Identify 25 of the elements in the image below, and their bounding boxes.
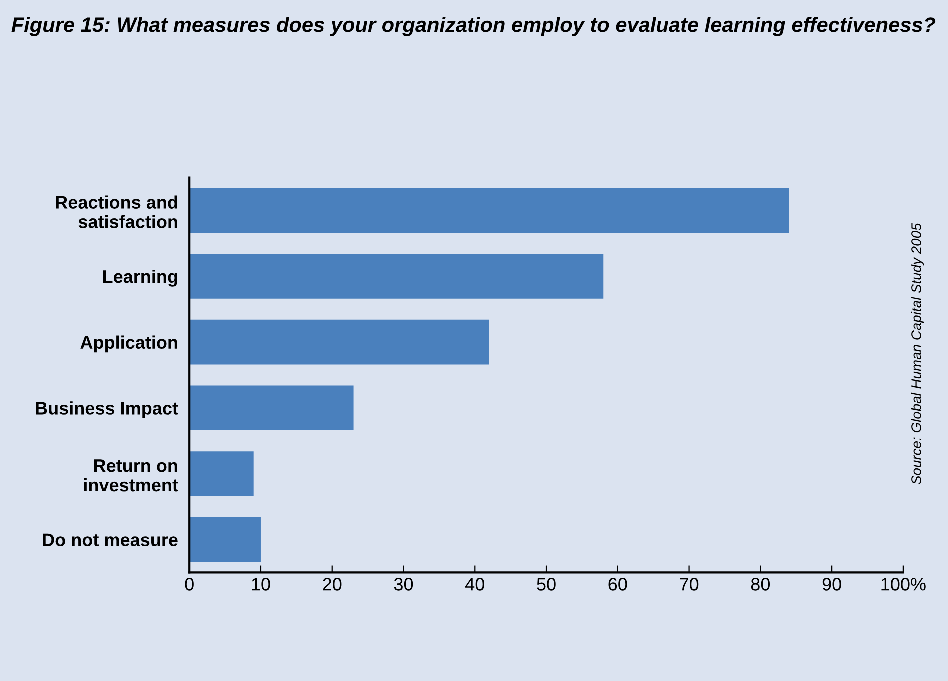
y-tick-label: Do not measure — [43, 534, 178, 547]
y-tick-label: Business Impact — [36, 402, 178, 418]
bar — [190, 452, 254, 496]
chart-title: Figure 15: What measures does your organization employ to evaluate learning effectiveness? — [12, 17, 936, 36]
y-tick-label: Application — [80, 336, 178, 353]
x-tick-label: 40 — [466, 578, 484, 591]
x-tick-label: 60 — [608, 578, 628, 591]
bar — [190, 320, 490, 365]
x-tick-label: 80 — [751, 578, 770, 591]
x-tick-label: 90 — [822, 578, 842, 591]
bar — [190, 517, 261, 562]
x-tick-label: 50 — [537, 578, 556, 591]
y-tick-label: Learning — [103, 270, 178, 287]
x-tick-label: 0 — [185, 578, 194, 591]
y-tick-label: Reactions and satisfaction — [56, 196, 178, 228]
bar — [190, 386, 354, 431]
bar — [190, 254, 604, 299]
x-tick-label: 10 — [252, 578, 270, 591]
y-tick-label: Return on investment — [84, 460, 178, 492]
source-note: Source: Global Human Capital Study 2005 — [911, 223, 924, 485]
bar — [190, 188, 790, 234]
x-tick-label: 30 — [394, 578, 414, 591]
x-tick-label: 70 — [680, 578, 699, 591]
x-tick-label: 20 — [323, 578, 342, 591]
x-tick-label: 100% — [882, 578, 926, 591]
